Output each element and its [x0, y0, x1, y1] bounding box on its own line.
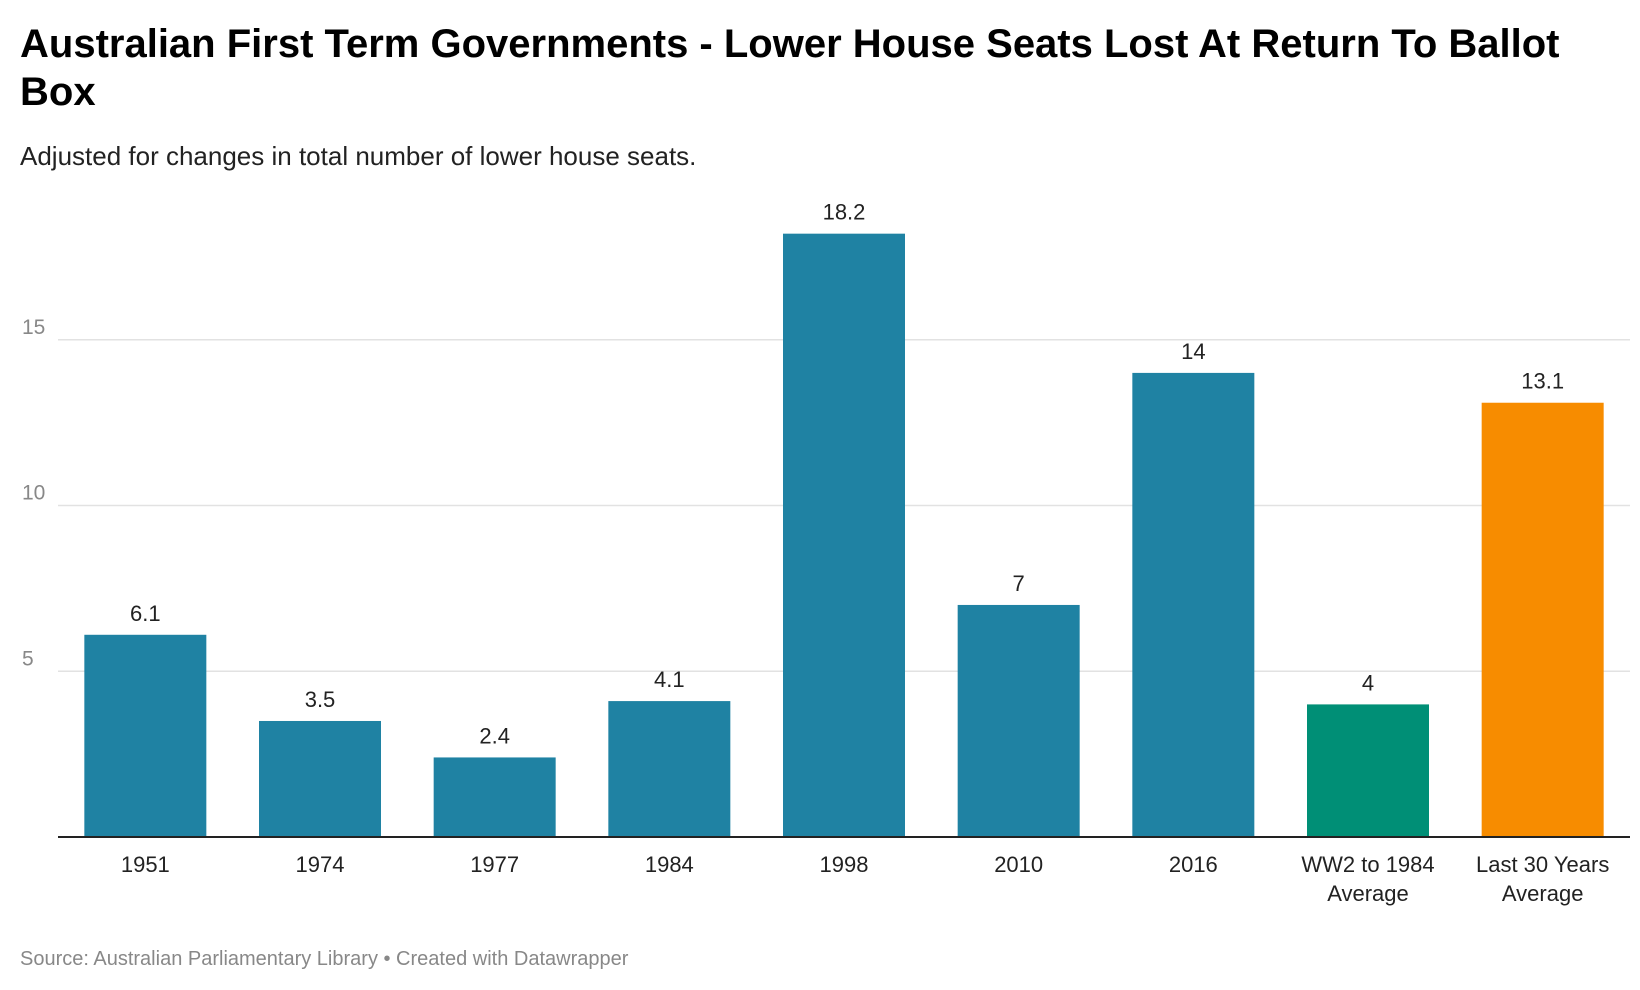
value-label-2: 2.4	[479, 723, 510, 748]
bar-8	[1481, 402, 1604, 837]
value-label-1: 3.5	[305, 687, 336, 712]
category-label-5: 2010	[994, 852, 1043, 877]
category-label-2: 1977	[470, 852, 519, 877]
bar-1	[259, 720, 381, 837]
bar-6	[1132, 372, 1255, 837]
value-label-6: 14	[1181, 339, 1205, 364]
bar-0	[84, 634, 207, 837]
value-label-0: 6.1	[130, 601, 161, 626]
bar-2	[433, 757, 556, 837]
y-tick-label-5: 5	[22, 647, 34, 670]
bar-4	[783, 233, 905, 838]
value-label-7: 4	[1362, 670, 1374, 695]
source-note: Source: Australian Parliamentary Library…	[20, 948, 629, 970]
labels: 6.1 1951 3.5 1974 2.4 1977 4.1 1984 18.2 1998 7 201…	[121, 200, 1609, 906]
bar-3	[608, 701, 731, 837]
category-label-7: WW2 to 1984 Average	[1301, 852, 1434, 906]
category-label-0: 1951	[121, 852, 170, 877]
category-label-3: 1984	[645, 852, 694, 877]
value-label-5: 7	[1013, 571, 1025, 596]
y-tick-label-10: 10	[22, 482, 45, 505]
bar-7	[1307, 704, 1429, 837]
chart-title: Australian First Term Governments - Lowe…	[20, 22, 1560, 114]
value-label-8: 13.1	[1521, 369, 1564, 394]
category-label-8: Last 30 Years Average	[1476, 852, 1609, 906]
y-tick-label-15: 15	[22, 316, 45, 339]
category-label-4: 1998	[820, 852, 869, 877]
value-label-3: 4.1	[654, 667, 685, 692]
value-label-4: 18.2	[823, 200, 866, 225]
category-label-6: 2016	[1169, 852, 1218, 877]
bars	[84, 233, 1604, 838]
chart-subtitle: Adjusted for changes in total number of …	[20, 141, 697, 171]
bar-5	[957, 604, 1080, 837]
category-label-1: 1974	[296, 852, 345, 877]
